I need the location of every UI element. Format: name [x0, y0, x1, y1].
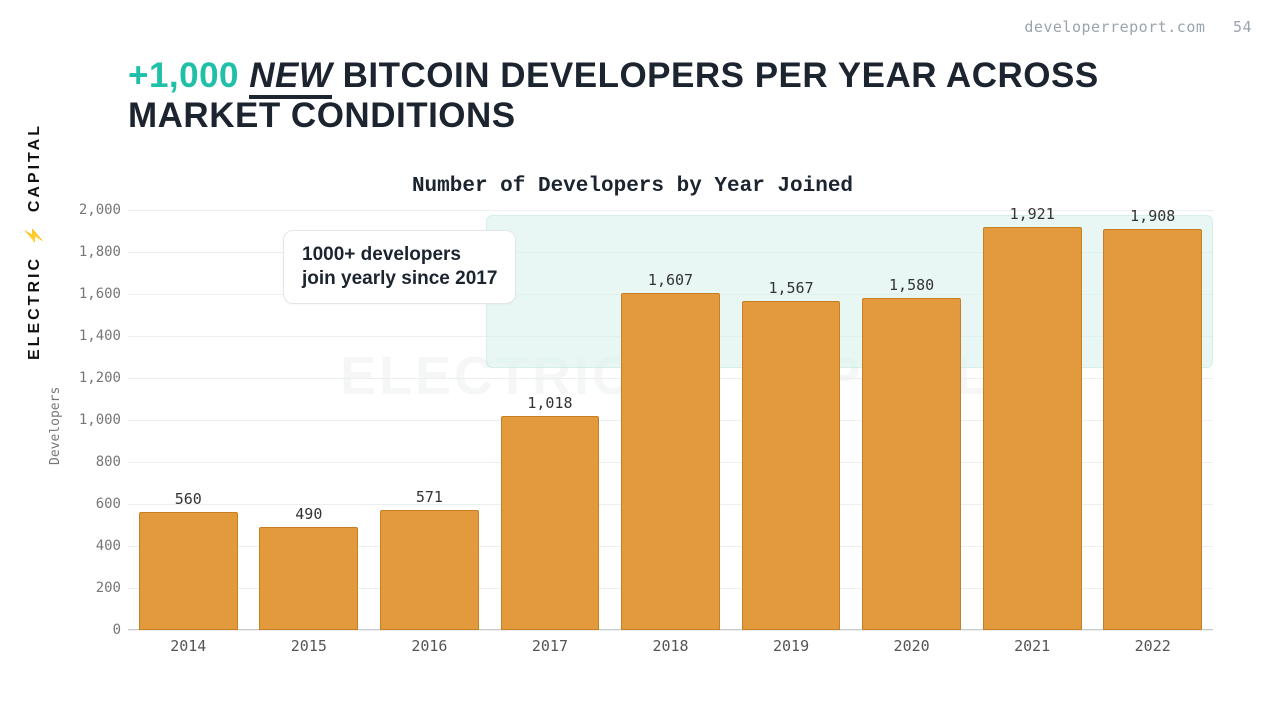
y-tick-label: 0 — [61, 622, 121, 638]
bar-value-label: 1,580 — [852, 276, 972, 294]
x-tick-label: 2017 — [532, 637, 568, 655]
y-tick-label: 200 — [61, 580, 121, 596]
callout-annotation: 1000+ developersjoin yearly since 2017 — [283, 230, 516, 304]
source-url: developerreport.com — [1024, 18, 1205, 36]
x-tick-label: 2014 — [170, 637, 206, 655]
slide: developerreport.com 54 +1,000 NEW BITCOI… — [0, 0, 1280, 709]
bar-value-label: 1,567 — [731, 279, 851, 297]
y-tick-label: 400 — [61, 538, 121, 554]
bar — [742, 301, 841, 630]
y-tick-label: 1,000 — [61, 412, 121, 428]
bolt-icon: ⚡ — [26, 223, 43, 246]
bar — [1103, 229, 1202, 630]
y-tick-label: 800 — [61, 454, 121, 470]
bar — [501, 416, 600, 630]
y-tick-label: 600 — [61, 496, 121, 512]
y-tick-label: 1,200 — [61, 370, 121, 386]
bar — [621, 293, 720, 630]
bar-value-label: 560 — [128, 490, 248, 508]
x-tick-label: 2015 — [291, 637, 327, 655]
page-title: +1,000 NEW BITCOIN DEVELOPERS PER YEAR A… — [128, 56, 1220, 136]
y-tick-label: 1,600 — [61, 286, 121, 302]
x-tick-label: 2020 — [894, 637, 930, 655]
bar — [862, 298, 961, 630]
y-tick-label: 2,000 — [61, 202, 121, 218]
bar — [380, 510, 479, 630]
bar-value-label: 1,018 — [490, 394, 610, 412]
y-tick-label: 1,400 — [61, 328, 121, 344]
bar-value-label: 1,607 — [611, 271, 731, 289]
chart-title: Number of Developers by Year Joined — [50, 175, 1215, 198]
x-tick-label: 2016 — [411, 637, 447, 655]
page-number: 54 — [1233, 18, 1252, 36]
x-tick-label: 2018 — [652, 637, 688, 655]
bar — [259, 527, 358, 630]
x-tick-label: 2022 — [1135, 637, 1171, 655]
bar-value-label: 490 — [249, 505, 369, 523]
header-meta: developerreport.com 54 — [1024, 18, 1252, 36]
bar-value-label: 571 — [369, 488, 489, 506]
gridline — [128, 630, 1213, 631]
callout-line1: 1000+ developers — [302, 243, 497, 267]
bar-value-label: 1,921 — [972, 205, 1092, 223]
bar-value-label: 1,908 — [1093, 207, 1213, 225]
y-tick-label: 1,800 — [61, 244, 121, 260]
title-accent: +1,000 — [128, 56, 239, 95]
callout-line2: join yearly since 2017 — [302, 267, 497, 291]
brand-left: ELECTRIC — [26, 256, 43, 360]
x-tick-label: 2021 — [1014, 637, 1050, 655]
bar — [139, 512, 238, 630]
brand-right: CAPITAL — [26, 123, 43, 212]
title-emphasis: NEW — [249, 56, 332, 99]
bar — [983, 227, 1082, 630]
x-tick-label: 2019 — [773, 637, 809, 655]
bar-chart: Number of Developers by Year Joined Deve… — [50, 175, 1215, 685]
brand-vertical: ELECTRIC ⚡ CAPITAL — [24, 123, 44, 360]
plot-area: 02004006008001,0001,2001,4001,6001,8002,… — [128, 210, 1213, 630]
